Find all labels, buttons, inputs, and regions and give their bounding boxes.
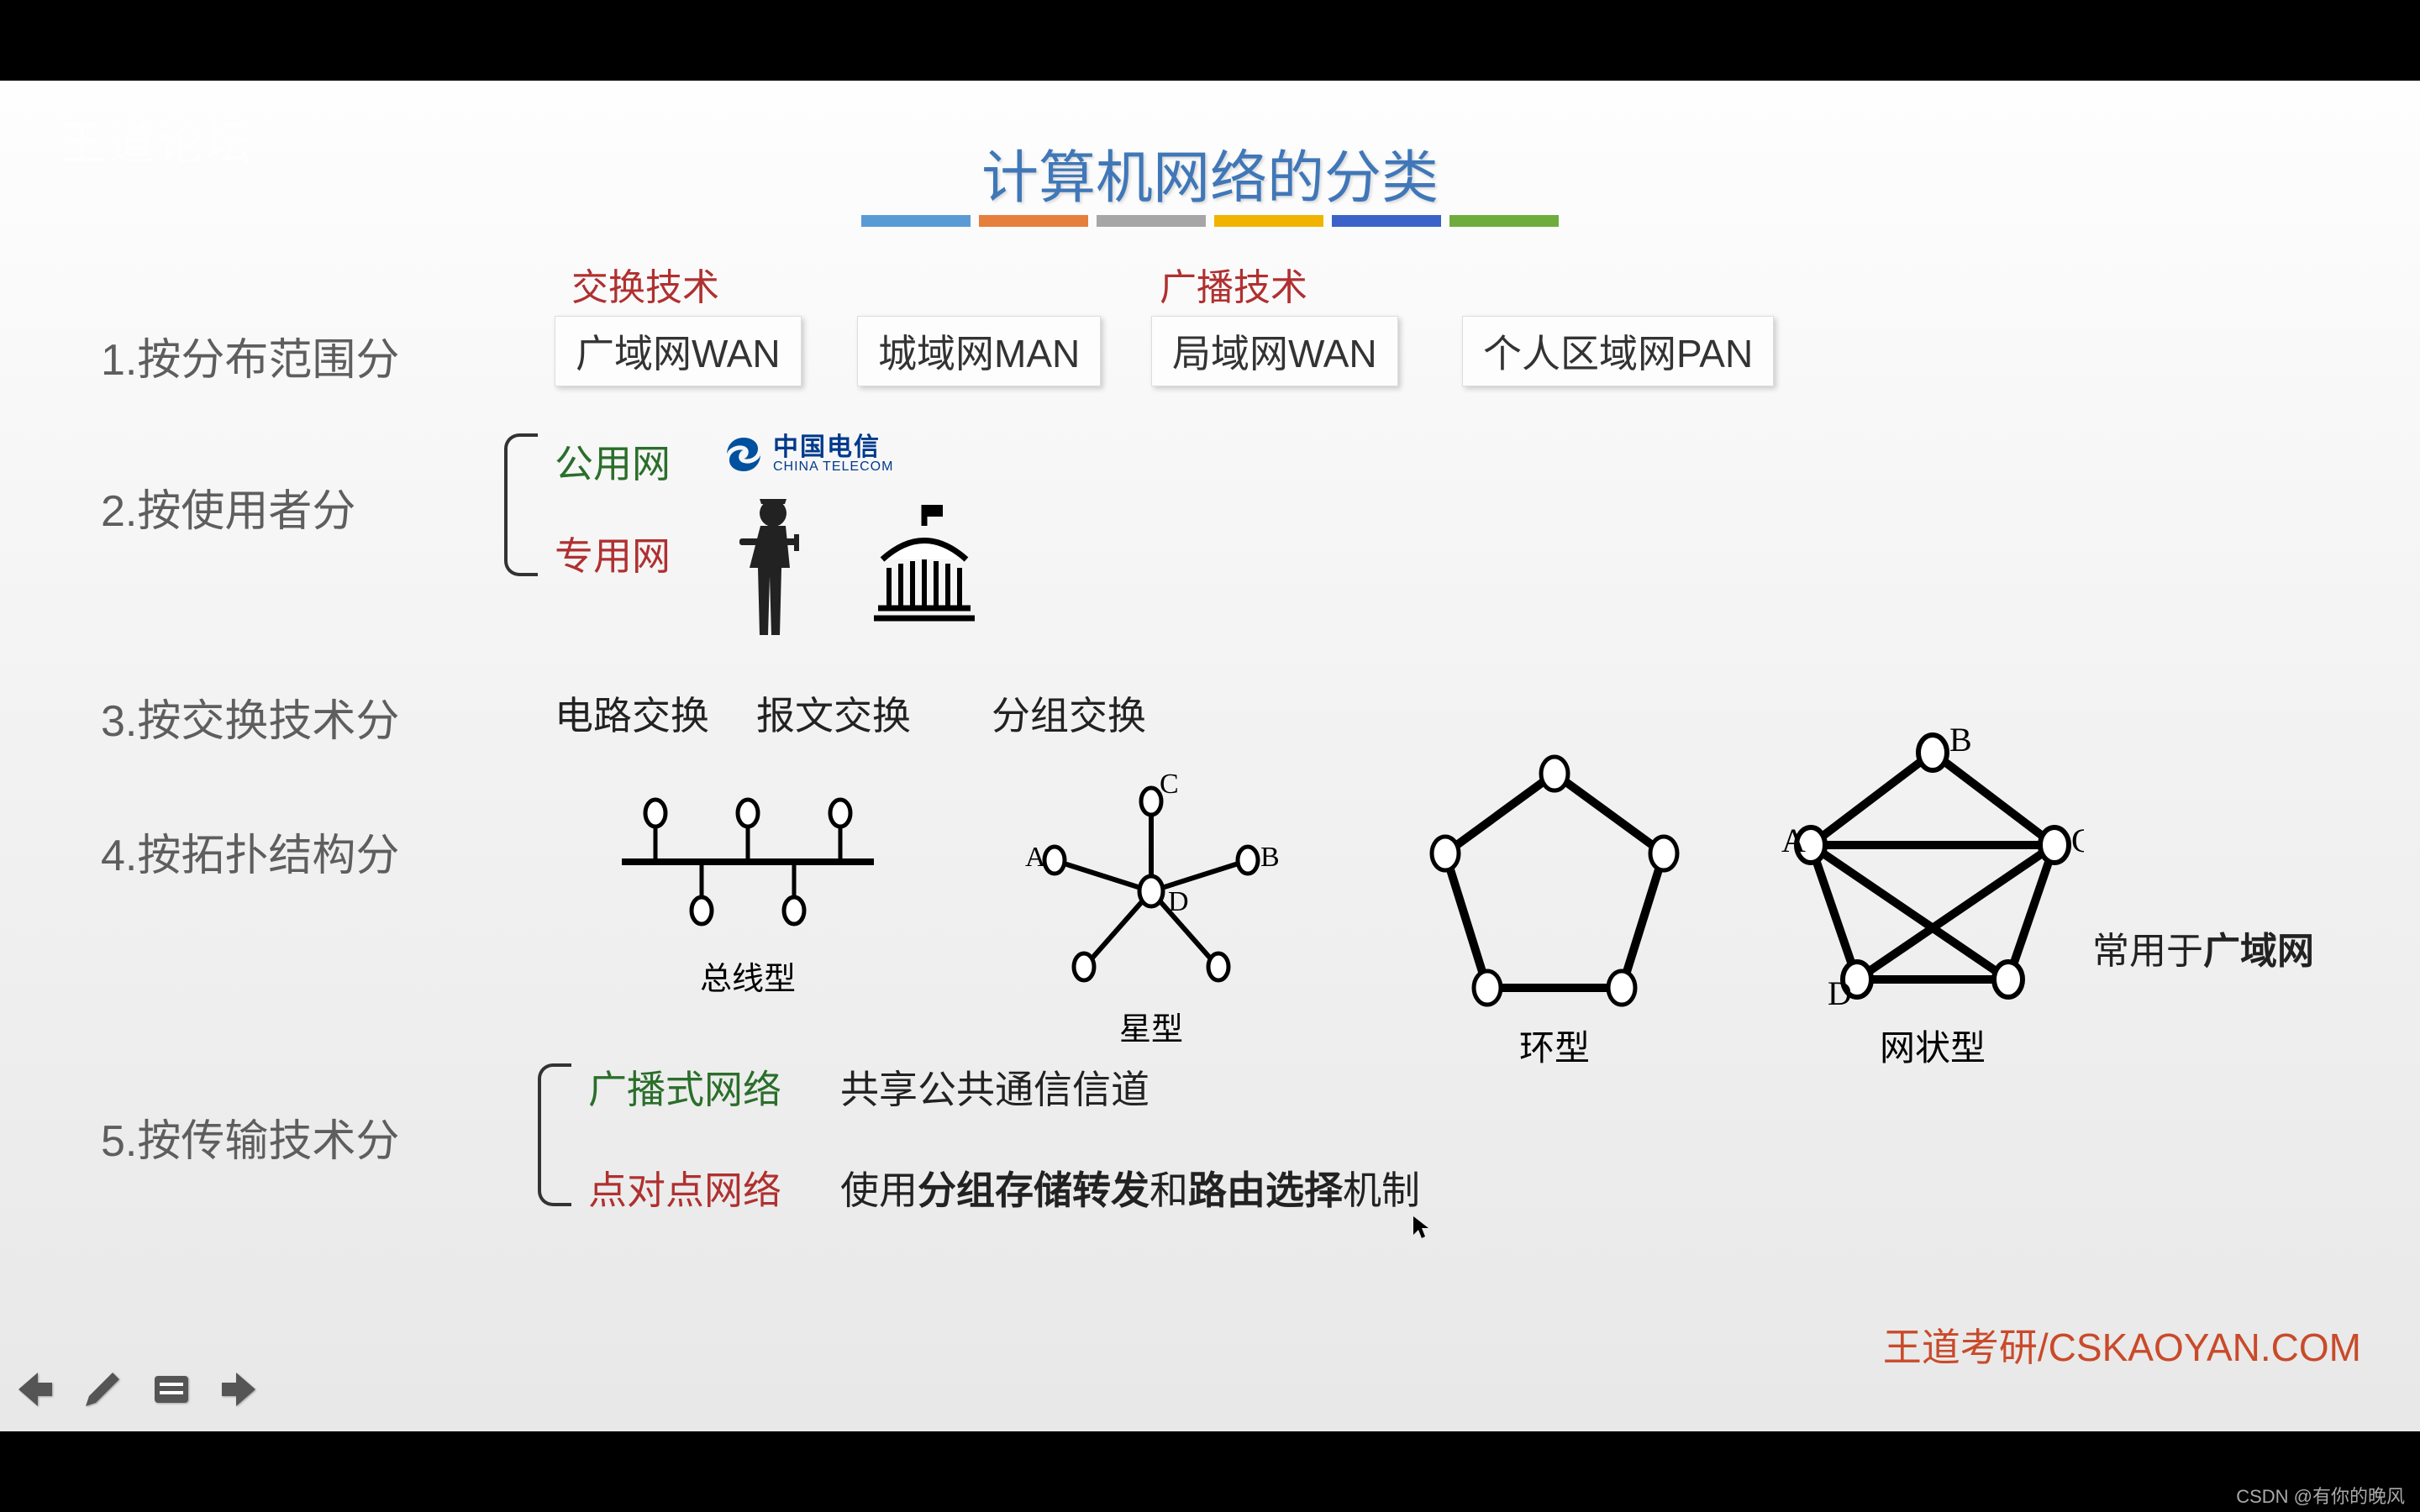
topology-mesh: B C A D 网状型	[1781, 719, 2084, 1071]
svg-text:A: A	[1025, 842, 1046, 873]
next-arrow-icon[interactable]	[215, 1364, 266, 1415]
row3-text: 按交换技术分	[137, 697, 399, 746]
mesh-label: 网状型	[1781, 1020, 2084, 1071]
row4-label: 4.按拓扑结构分	[101, 820, 399, 883]
box-man: 城域网MAN	[857, 316, 1101, 386]
note-prefix: 常用于	[2092, 931, 2203, 972]
row2-brace	[504, 433, 538, 576]
p2p-post: 机制	[1343, 1168, 1420, 1212]
pen-icon[interactable]	[77, 1364, 128, 1415]
row5-num: 5.	[101, 1117, 137, 1166]
note-bold: 广域网	[2203, 931, 2314, 972]
slide-area: 王道论坛 计算机网络的分类 交换技术 广播技术 1.按分布范围分 广域网WAN …	[0, 81, 2420, 1431]
row3-num: 3.	[101, 697, 137, 746]
label-switch-tech: 交换技术	[571, 257, 719, 311]
p2p-pre: 使用	[840, 1168, 918, 1212]
topology-bus: 总线型	[605, 778, 891, 999]
telecom-en: CHINA TELECOM	[773, 460, 893, 474]
row5-label: 5.按传输技术分	[101, 1105, 399, 1168]
row3-packet: 分组交换	[992, 685, 1146, 741]
label-broadcast-tech: 广播技术	[1160, 257, 1307, 311]
topology-star: C A B D 星型	[1008, 761, 1294, 1049]
row5-broadcast: 广播式网络	[588, 1059, 781, 1115]
row5-text: 按传输技术分	[137, 1117, 399, 1166]
ring-label: 环型	[1412, 1020, 1697, 1071]
svg-text:D: D	[1168, 886, 1189, 917]
topology-ring: 环型	[1412, 736, 1697, 1071]
bar-seg-6	[1449, 215, 1559, 227]
box-wan: 广域网WAN	[555, 316, 802, 386]
bar-seg-4	[1214, 215, 1323, 227]
p2p-mid: 和	[1150, 1168, 1188, 1212]
bar-seg-3	[1097, 215, 1206, 227]
bar-seg-5	[1332, 215, 1441, 227]
bar-seg-1	[861, 215, 971, 227]
row2-text: 按使用者分	[137, 487, 355, 536]
telecom-cn: 中国电信	[773, 435, 893, 460]
title-underline-bar	[861, 215, 1559, 227]
row1-text: 按分布范围分	[137, 336, 399, 385]
telecom-text: 中国电信 CHINA TELECOM	[773, 435, 893, 474]
svg-text:B: B	[1260, 842, 1280, 873]
notes-icon[interactable]	[146, 1364, 197, 1415]
row4-text: 按拓扑结构分	[137, 832, 399, 880]
svg-text:A: A	[1781, 822, 1806, 859]
row2-label: 2.按使用者分	[101, 475, 355, 538]
svg-text:D: D	[1828, 974, 1852, 1012]
row3-circuit: 电路交换	[555, 685, 709, 741]
row2-num: 2.	[101, 487, 137, 536]
p2p-b2: 路由选择	[1188, 1168, 1343, 1212]
mesh-note: 常用于广域网	[2092, 921, 2314, 974]
p2p-b1: 分组存储转发	[918, 1168, 1150, 1212]
mouse-cursor-icon	[1412, 1215, 1430, 1246]
soldier-icon	[723, 492, 823, 643]
prev-arrow-icon[interactable]	[8, 1364, 59, 1415]
government-building-icon	[865, 501, 983, 627]
row1-num: 1.	[101, 336, 137, 385]
nav-icons	[8, 1364, 266, 1415]
row4-num: 4.	[101, 832, 137, 880]
row5-brace	[538, 1063, 571, 1206]
bus-label: 总线型	[605, 953, 891, 999]
svg-text:C: C	[2071, 822, 2084, 859]
svg-text:B: B	[1949, 721, 1972, 759]
row3-message: 报文交换	[756, 685, 911, 741]
row5-broadcast-desc: 共享公共通信信道	[840, 1059, 1150, 1115]
footer-brand: 王道考研/CSKAOYAN.COM	[1883, 1317, 2361, 1373]
row5-p2p-desc: 使用分组存储转发和路由选择机制	[840, 1160, 1420, 1215]
row2-public: 公用网	[555, 433, 671, 489]
telecom-swirl-icon	[723, 433, 765, 475]
slide-title: 计算机网络的分类	[981, 131, 1439, 214]
box-lan: 局域网WAN	[1151, 316, 1398, 386]
row2-private: 专用网	[555, 526, 671, 581]
bar-seg-2	[979, 215, 1088, 227]
china-telecom-logo: 中国电信 CHINA TELECOM	[723, 433, 893, 475]
row1-label: 1.按分布范围分	[101, 324, 399, 387]
box-pan: 个人区域网PAN	[1462, 316, 1774, 386]
svg-text:C: C	[1160, 769, 1179, 800]
csdn-watermark: CSDN @有你的晚风	[2236, 1482, 2405, 1509]
watermark: 王道论坛	[59, 106, 254, 174]
star-label: 星型	[1008, 1003, 1294, 1049]
row5-p2p: 点对点网络	[588, 1160, 781, 1215]
row3-label: 3.按交换技术分	[101, 685, 399, 748]
